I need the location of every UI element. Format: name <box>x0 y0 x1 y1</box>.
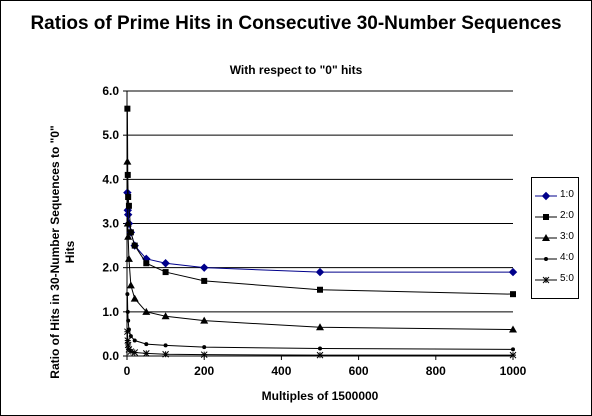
data-point-4-0 <box>511 347 515 352</box>
legend-label-1-0: 1:0 <box>560 189 574 200</box>
series-line-1-0 <box>126 192 513 273</box>
data-point-4-0 <box>126 318 131 323</box>
series-line-4-0 <box>126 294 514 350</box>
data-point-4-0 <box>132 338 137 343</box>
data-point-3-0 <box>130 294 139 302</box>
data-point-1-0 <box>161 259 170 268</box>
data-point-3-0 <box>124 232 133 240</box>
data-point-2-0 <box>127 229 134 236</box>
data-point-3-0 <box>126 281 135 289</box>
chart-subtitle: With respect to "0" hits <box>229 63 363 77</box>
data-point-5-0 <box>509 351 517 359</box>
data-point-5-0 <box>162 350 169 358</box>
y-tick-label: 2.0 <box>102 261 119 275</box>
y-tick-label: 3.0 <box>102 217 119 231</box>
data-point-1-0 <box>199 263 209 272</box>
data-point-4-0 <box>163 343 168 348</box>
y-axis-label: Ratio of Hits in 30-Number Sequences to … <box>48 125 77 379</box>
data-point-1-0 <box>508 267 518 277</box>
legend-item-1-0: 1:0 <box>532 186 578 206</box>
data-point-1-0 <box>315 267 325 277</box>
y-tick-label: 4.0 <box>102 172 119 186</box>
legend-marker-3-0 <box>542 234 550 241</box>
legend-label-4-0: 4:0 <box>560 252 574 263</box>
data-point-4-0 <box>202 345 207 350</box>
data-point-3-0 <box>123 219 132 227</box>
y-tick-label: 1.0 <box>102 305 119 319</box>
legend-item-4-0: 4:0 <box>532 249 578 269</box>
legend-label-3-0: 3:0 <box>560 231 574 242</box>
data-point-5-0 <box>127 348 135 355</box>
data-point-5-0 <box>200 351 208 359</box>
legend-swatch-1-0 <box>535 191 557 201</box>
gridlines <box>127 90 513 313</box>
x-tick-label: 800 <box>426 364 446 378</box>
data-point-4-0 <box>128 334 133 339</box>
data-point-2-0 <box>124 105 131 112</box>
series-4-0 <box>125 292 515 352</box>
series-3-0 <box>123 157 517 333</box>
legend-item-2-0: 2:0 <box>532 207 578 227</box>
data-point-3-0 <box>316 323 324 331</box>
legend-marker-4-0 <box>544 257 548 261</box>
series-line-3-0 <box>126 161 514 330</box>
data-point-2-0 <box>201 277 208 284</box>
legend-swatch-4-0 <box>535 257 557 261</box>
data-point-5-0 <box>316 351 324 359</box>
legend-swatch-5-0 <box>535 276 557 284</box>
data-point-2-0 <box>510 291 516 298</box>
legend-item-3-0: 3:0 <box>532 228 578 248</box>
data-point-4-0 <box>144 342 149 347</box>
x-tick-label: 400 <box>271 364 291 378</box>
legend-swatch-3-0 <box>535 234 557 241</box>
legend: 1:0 2:0 3:0 4:0 5:0 <box>531 177 579 299</box>
data-point-4-0 <box>125 309 130 314</box>
tick-labels: 0.0 1.0 2.0 3.0 4.0 5.0 6.0 0 200 400 600 800 1000 <box>102 84 526 378</box>
x-axis-label: Multiples of 1500000 <box>261 389 379 403</box>
x-tick-label: 1000 <box>500 364 527 378</box>
series-1-0 <box>123 188 518 277</box>
series-line-5-0 <box>126 331 513 356</box>
x-tick-label: 0 <box>124 364 131 378</box>
axes <box>123 90 514 360</box>
data-point-2-0 <box>125 194 132 200</box>
legend-label-2-0: 2:0 <box>560 210 574 221</box>
data-point-5-0 <box>131 349 139 356</box>
data-point-3-0 <box>123 157 132 165</box>
data-point-5-0 <box>142 349 150 357</box>
y-tick-label: 6.0 <box>102 84 119 98</box>
data-point-2-0 <box>131 242 138 249</box>
data-point-5-0 <box>124 328 131 336</box>
data-point-2-0 <box>125 202 132 209</box>
series-2-0 <box>124 105 516 298</box>
data-point-4-0 <box>125 292 130 297</box>
legend-marker-2-0 <box>543 214 549 220</box>
series-line-2-0 <box>126 108 514 295</box>
legend-swatch-2-0 <box>535 214 557 220</box>
chart-title: Ratios of Prime Hits in Consecutive 30-N… <box>30 13 562 34</box>
data-point-3-0 <box>124 254 133 262</box>
data-point-3-0 <box>161 312 170 320</box>
legend-marker-5-0 <box>542 276 550 284</box>
y-tick-label: 5.0 <box>102 128 119 142</box>
data-point-2-0 <box>162 269 169 276</box>
data-point-3-0 <box>142 307 151 315</box>
legend-marker-1-0 <box>541 191 551 201</box>
data-point-2-0 <box>317 286 323 293</box>
data-point-4-0 <box>318 346 322 351</box>
data-point-2-0 <box>143 260 150 267</box>
data-point-3-0 <box>509 325 517 333</box>
legend-item-5-0: 5:0 <box>532 270 578 290</box>
series-5-0 <box>124 328 517 359</box>
legend-label-5-0: 5:0 <box>560 273 574 284</box>
data-point-3-0 <box>200 316 209 324</box>
series-layer <box>123 105 518 359</box>
y-tick-label: 0.0 <box>102 349 119 363</box>
x-tick-label: 200 <box>194 364 214 378</box>
x-tick-label: 600 <box>349 364 369 378</box>
